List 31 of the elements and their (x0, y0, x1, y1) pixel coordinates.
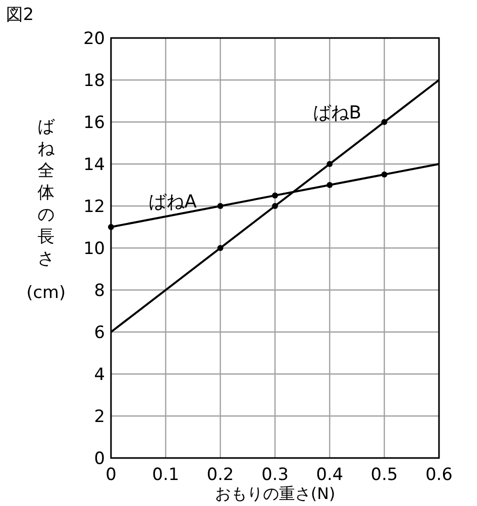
x-tick-label: 0.4 (316, 465, 344, 485)
y-tick-label: 10 (83, 239, 105, 259)
y-tick-label: 0 (94, 449, 105, 469)
y-tick-label: 18 (83, 71, 105, 91)
point (108, 224, 114, 230)
series-label: ばねB (313, 102, 362, 124)
y-tick-label: 8 (94, 281, 105, 301)
y-tick-label: 20 (83, 29, 105, 49)
x-axis-title: おもりの重さ(N) (214, 484, 336, 503)
y-tick-label: 6 (94, 323, 105, 343)
y-tick-label: 14 (83, 155, 105, 175)
point (272, 192, 278, 198)
y-tick-label: 16 (83, 113, 105, 133)
x-tick-label: 0.2 (206, 465, 234, 485)
series-label: ばねA (148, 191, 198, 212)
point (217, 203, 224, 209)
point (217, 245, 224, 251)
point (381, 119, 388, 125)
x-tick-label: 0.5 (370, 465, 398, 485)
point (326, 161, 333, 167)
x-tick-label: 0.3 (261, 465, 289, 485)
x-tick-label: 0.6 (425, 465, 453, 485)
point (272, 203, 278, 209)
chart-title: 図2 (6, 5, 34, 25)
point (326, 182, 333, 188)
y-axis-title: ばね全体の長さ(cm) (26, 117, 66, 303)
y-tick-label: 4 (94, 365, 105, 385)
y-tick-label: 12 (83, 197, 105, 217)
x-tick-label: 0.1 (152, 465, 180, 485)
point (381, 172, 388, 178)
y-tick-label: 2 (94, 407, 105, 427)
